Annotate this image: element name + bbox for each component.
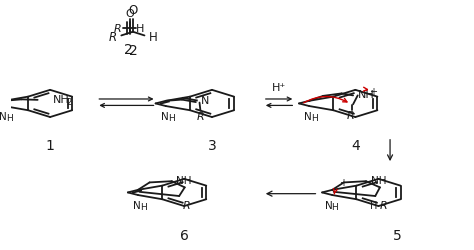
Text: H: H — [140, 202, 147, 211]
Text: NH: NH — [53, 95, 69, 105]
Text: R: R — [347, 111, 355, 121]
Text: 6: 6 — [180, 228, 189, 242]
Text: N: N — [0, 112, 7, 122]
Text: 4: 4 — [351, 138, 360, 152]
Text: H: H — [168, 113, 175, 122]
Text: N: N — [201, 96, 209, 106]
Text: O: O — [128, 4, 137, 16]
Text: 2: 2 — [67, 98, 72, 107]
Text: H: H — [311, 113, 318, 122]
Text: H: H — [331, 202, 338, 211]
Text: R: R — [197, 112, 204, 122]
Text: R: R — [380, 201, 387, 211]
Text: NH: NH — [371, 175, 386, 185]
Text: 1: 1 — [46, 138, 55, 152]
Text: H: H — [370, 201, 378, 211]
Text: +: + — [339, 178, 347, 188]
Text: O: O — [126, 9, 135, 19]
Text: N: N — [304, 112, 312, 122]
Text: H: H — [136, 24, 144, 34]
Text: 2: 2 — [128, 44, 137, 58]
Text: 2: 2 — [124, 42, 133, 56]
Text: R: R — [109, 31, 117, 44]
Text: H⁺: H⁺ — [272, 82, 286, 92]
Text: H: H — [6, 113, 13, 122]
Text: N: N — [133, 201, 141, 211]
Text: 5: 5 — [392, 228, 401, 242]
Text: NH: NH — [358, 90, 374, 100]
Text: H: H — [149, 31, 158, 44]
Text: R: R — [114, 24, 122, 34]
Text: +: + — [369, 87, 377, 97]
Text: R: R — [182, 201, 190, 211]
Text: N: N — [325, 201, 332, 211]
Text: NH: NH — [176, 175, 192, 185]
Text: N: N — [161, 112, 169, 122]
Text: 3: 3 — [208, 138, 216, 152]
